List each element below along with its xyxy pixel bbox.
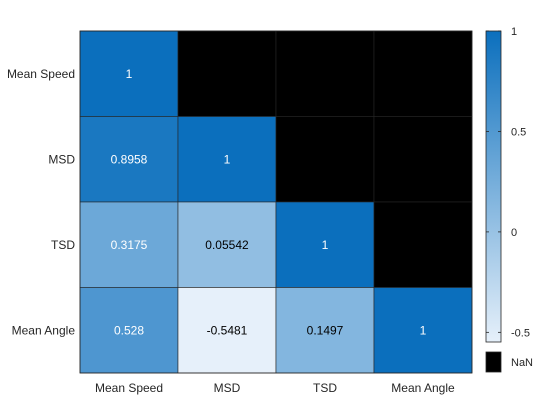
heatmap-cell-r2-c3 xyxy=(373,201,473,288)
heatmap-cell-r0-c1 xyxy=(177,30,277,117)
heatmap-cell-r1-c2 xyxy=(275,116,375,203)
colorbar-gradient xyxy=(485,30,502,343)
y-tick-label-3: Mean Angle xyxy=(12,323,76,337)
heatmap-cell-r0-c3 xyxy=(373,30,473,117)
heatmap-cell-r0-c0 xyxy=(79,30,179,117)
x-tick-label-1: MSD xyxy=(214,381,241,395)
cell-label-r2-c0: 0.3175 xyxy=(111,238,148,252)
cell-label-r1-c1: 1 xyxy=(224,152,231,166)
heatmap-cell-r2-c0 xyxy=(79,201,179,288)
heatmap-cell-r1-c3 xyxy=(373,116,473,203)
cell-label-r0-c0: 1 xyxy=(126,67,133,81)
cell-label-r3-c1: -0.5481 xyxy=(207,323,248,337)
heatmap-cell-r3-c3 xyxy=(373,287,473,374)
colorbar: 1 0.5 0 -0.5 xyxy=(485,26,530,343)
x-axis-tick-labels: Mean Speed MSD TSD Mean Angle xyxy=(95,381,455,395)
plot-border xyxy=(79,30,473,374)
heatmap-cell-r3-c1 xyxy=(177,287,277,374)
colorbar-tick-label-3: -0.5 xyxy=(511,327,530,339)
cell-label-r3-c2: 0.1497 xyxy=(307,323,344,337)
cell-label-r3-c3: 1 xyxy=(420,323,427,337)
heatmap-cell-r1-c1 xyxy=(177,116,277,203)
colorbar-tick-label-0: 1 xyxy=(511,26,517,38)
cell-label-r2-c2: 1 xyxy=(322,238,329,252)
heatmap-cell-r0-c2 xyxy=(275,30,375,117)
heatmap-cell-labels: 1 0.8958 1 0.3175 0.05542 1 0.528 -0.5481 0.1497… xyxy=(111,67,427,338)
y-axis-tick-labels: Mean Speed MSD TSD Mean Angle xyxy=(7,67,75,338)
heatmap-cell-r3-c0 xyxy=(79,287,179,374)
y-tick-label-2: TSD xyxy=(51,238,75,252)
cell-label-r2-c1: 0.05542 xyxy=(205,238,249,252)
x-tick-label-3: Mean Angle xyxy=(391,381,455,395)
y-tick-label-0: Mean Speed xyxy=(7,67,75,81)
heatmap-cell-r1-c0 xyxy=(79,116,179,203)
heatmap-cell-r2-c1 xyxy=(177,201,277,288)
heatmap-cell-r2-c2 xyxy=(275,201,375,288)
nan-legend: NaN xyxy=(485,351,533,373)
x-tick-label-2: TSD xyxy=(313,381,337,395)
colorbar-tick-label-2: 0 xyxy=(511,227,517,239)
x-tick-label-0: Mean Speed xyxy=(95,381,163,395)
colorbar-tick-label-1: 0.5 xyxy=(511,126,526,138)
nan-swatch xyxy=(485,351,502,373)
cell-label-r3-c0: 0.528 xyxy=(114,323,144,337)
cell-label-r1-c0: 0.8958 xyxy=(111,152,148,166)
heatmap-cells xyxy=(79,30,473,374)
y-tick-label-1: MSD xyxy=(48,152,75,166)
nan-label: NaN xyxy=(511,357,533,369)
